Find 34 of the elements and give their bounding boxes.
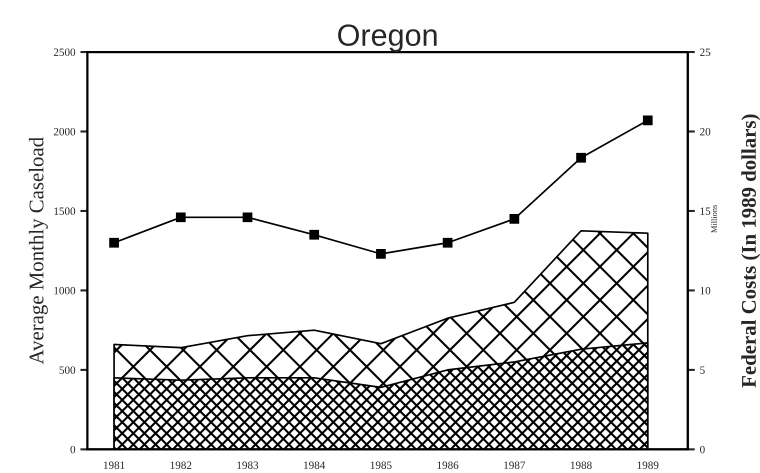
x-tick-label: 1988: [570, 461, 592, 469]
y2-tick-label: 0: [700, 446, 705, 454]
y2-tick-label: 5: [700, 366, 705, 374]
x-tick-label: 1985: [370, 461, 392, 469]
y-tick-label: 1500: [54, 207, 76, 215]
y-axis-title: Average Monthly Caseload: [28, 137, 48, 364]
point: [576, 152, 586, 163]
point: [109, 238, 119, 248]
point: [442, 238, 452, 248]
point: [376, 249, 386, 259]
point: [242, 212, 252, 222]
point: [176, 212, 186, 222]
y2-tick-label: 15: [700, 207, 710, 215]
y-tick-label: 2500: [54, 48, 76, 56]
y2-axis-title: Federal Costs (In 1989 dollars): [741, 114, 760, 388]
y-tick-label: 500: [60, 366, 76, 374]
y-tick-label: 0: [70, 446, 76, 454]
x-tick-label: 1982: [170, 461, 192, 469]
x-tick-label: 1989: [638, 461, 658, 469]
y-tick-label: 2000: [54, 128, 76, 136]
x-tick-label: 1987: [504, 461, 526, 469]
y2-tick-label: 10: [700, 286, 710, 294]
x-tick-label: 1984: [304, 461, 326, 469]
y2-tick-label: 25: [700, 48, 710, 56]
text: Millions: [711, 205, 717, 233]
point: [509, 214, 520, 224]
y-tick-label: 1000: [54, 286, 76, 294]
x-tick-label: 1981: [104, 461, 125, 469]
point: [309, 230, 320, 240]
x-tick-label: 1986: [438, 461, 458, 469]
y2-tick-label: 20: [700, 128, 710, 136]
point: [642, 116, 653, 126]
chart-title: Oregon: [338, 24, 437, 52]
x-tick-label: 1983: [237, 461, 258, 469]
